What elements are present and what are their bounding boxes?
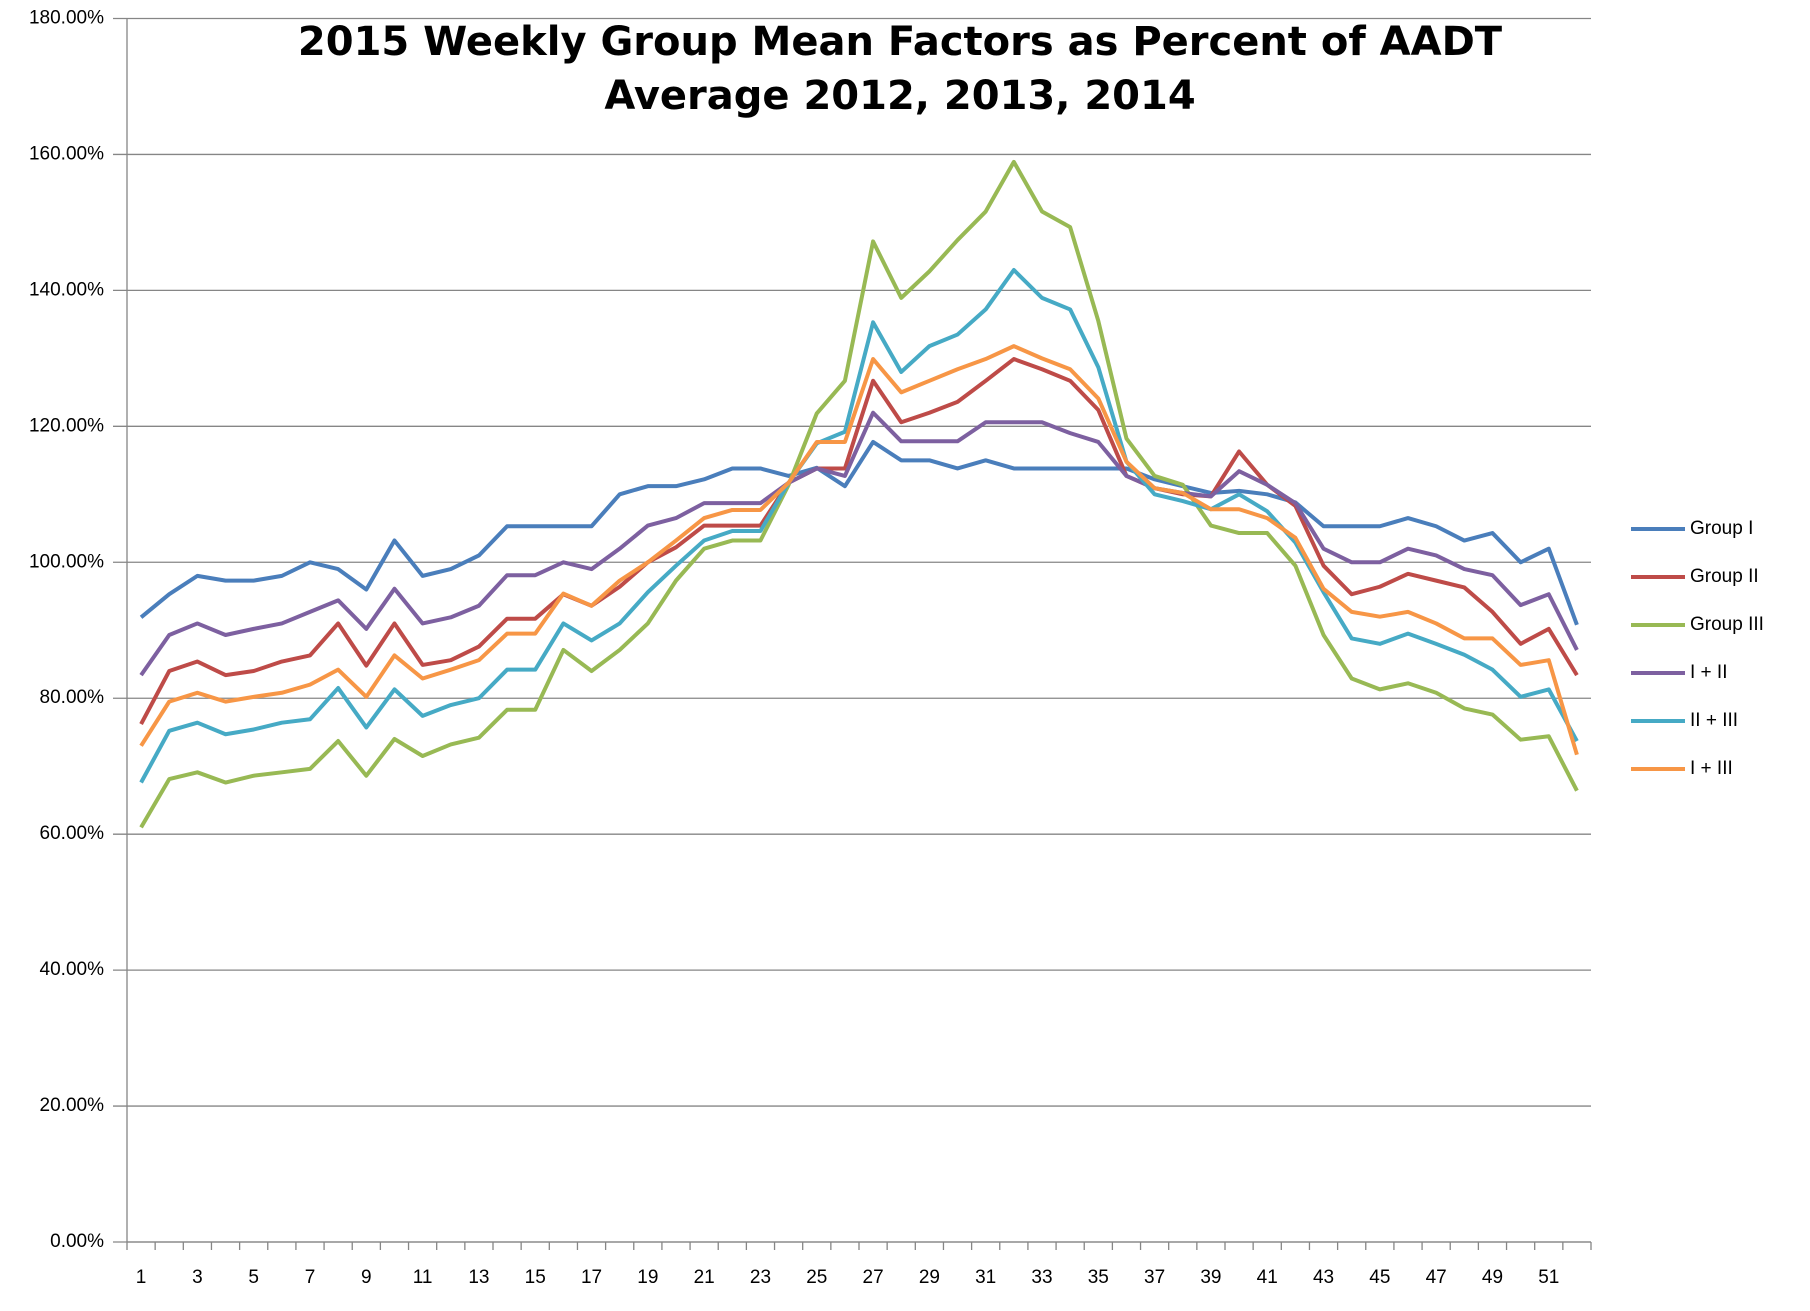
y-tick-label: 160.00% [29, 143, 104, 164]
x-tick-label: 25 [806, 1267, 827, 1288]
x-tick-label: 3 [192, 1267, 203, 1288]
x-tick-label: 17 [581, 1267, 602, 1288]
legend-label: Group II [1690, 566, 1759, 587]
y-tick-label: 40.00% [40, 959, 105, 980]
chart-subtitle: Average 2012, 2013, 2014 [604, 73, 1195, 119]
x-tick-label: 43 [1313, 1267, 1334, 1288]
legend-label: II + III [1690, 710, 1738, 731]
x-tick-label: 37 [1144, 1267, 1165, 1288]
legend-label: I + III [1690, 758, 1733, 779]
x-tick-label: 51 [1538, 1267, 1559, 1288]
x-tick-label: 41 [1257, 1267, 1278, 1288]
series-line [139, 268, 1579, 784]
x-tick-label: 45 [1369, 1267, 1390, 1288]
x-tick-label: 31 [975, 1267, 996, 1288]
legend-label: Group III [1690, 614, 1764, 635]
x-tick-label: 1 [136, 1267, 147, 1288]
x-tick-label: 33 [1031, 1267, 1052, 1288]
y-tick-label: 120.00% [29, 415, 104, 436]
series-line [139, 410, 1579, 677]
series-line [139, 344, 1579, 756]
x-tick-label: 23 [750, 1267, 771, 1288]
y-tick-label: 80.00% [40, 687, 105, 708]
x-tick-label: 19 [637, 1267, 658, 1288]
x-tick-label: 27 [863, 1267, 884, 1288]
series-line [139, 357, 1579, 725]
y-tick-label: 20.00% [40, 1095, 105, 1116]
x-tick-label: 21 [694, 1267, 715, 1288]
x-tick-label: 35 [1088, 1267, 1109, 1288]
legend-label: I + II [1690, 662, 1728, 683]
legend-label: Group I [1690, 518, 1753, 539]
x-tick-label: 13 [468, 1267, 489, 1288]
series-line [139, 159, 1579, 829]
y-tick-label: 60.00% [40, 823, 105, 844]
series-line [139, 439, 1579, 626]
x-tick-label: 5 [248, 1267, 259, 1288]
y-tick-label: 0.00% [50, 1231, 104, 1252]
x-tick-label: 15 [525, 1267, 546, 1288]
x-tick-label: 9 [361, 1267, 372, 1288]
x-tick-label: 49 [1482, 1267, 1503, 1288]
x-tick-label: 39 [1200, 1267, 1221, 1288]
x-tick-label: 7 [305, 1267, 316, 1288]
y-tick-label: 100.00% [29, 551, 104, 572]
y-tick-label: 140.00% [29, 279, 104, 300]
y-tick-label: 180.00% [29, 8, 104, 29]
chart-title: 2015 Weekly Group Mean Factors as Percen… [298, 19, 1503, 65]
x-tick-label: 11 [413, 1267, 433, 1288]
x-tick-label: 29 [919, 1267, 940, 1288]
x-tick-label: 47 [1426, 1267, 1447, 1288]
